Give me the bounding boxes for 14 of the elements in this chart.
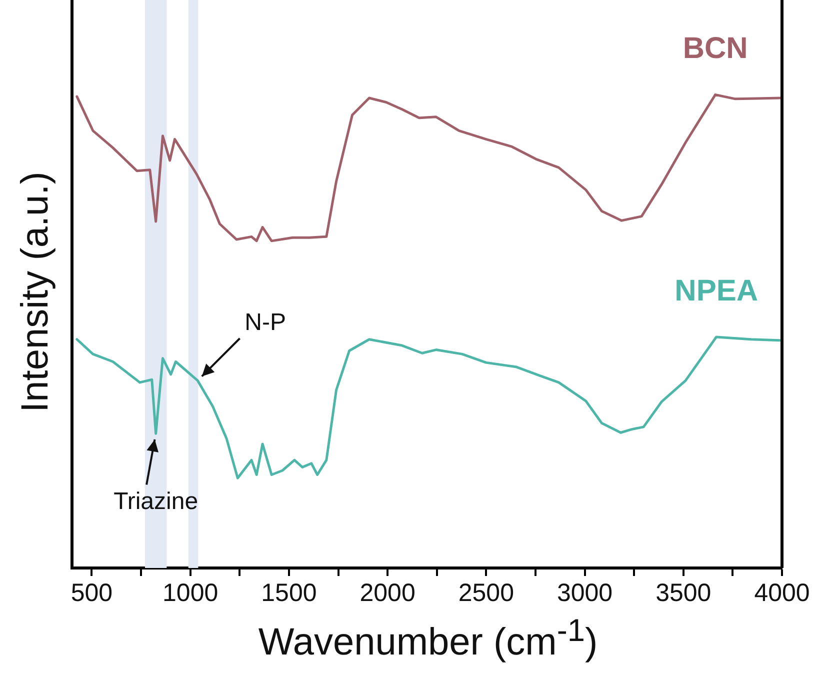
x-axis-title: Wavenumber (cm$^{-1}$) [257, 612, 599, 665]
x-tick-label: 1000 [162, 578, 218, 607]
x-tick-label: 3500 [656, 578, 712, 607]
x-tick-label: 2500 [458, 578, 514, 607]
annotation: Triazine [114, 488, 198, 516]
x-tick-label: 3000 [556, 578, 613, 607]
x-tick-label: 500 [70, 578, 113, 607]
series-label: BCN [682, 32, 748, 65]
series-label: NPEA [674, 274, 758, 308]
y-axis-title: Intensity (a.u.) [14, 172, 58, 412]
x-tick-label: 1500 [261, 578, 317, 607]
annotation: N-P [244, 309, 286, 336]
x-tick-label: 4000 [754, 578, 810, 607]
x-tick-label: 2000 [360, 578, 416, 607]
